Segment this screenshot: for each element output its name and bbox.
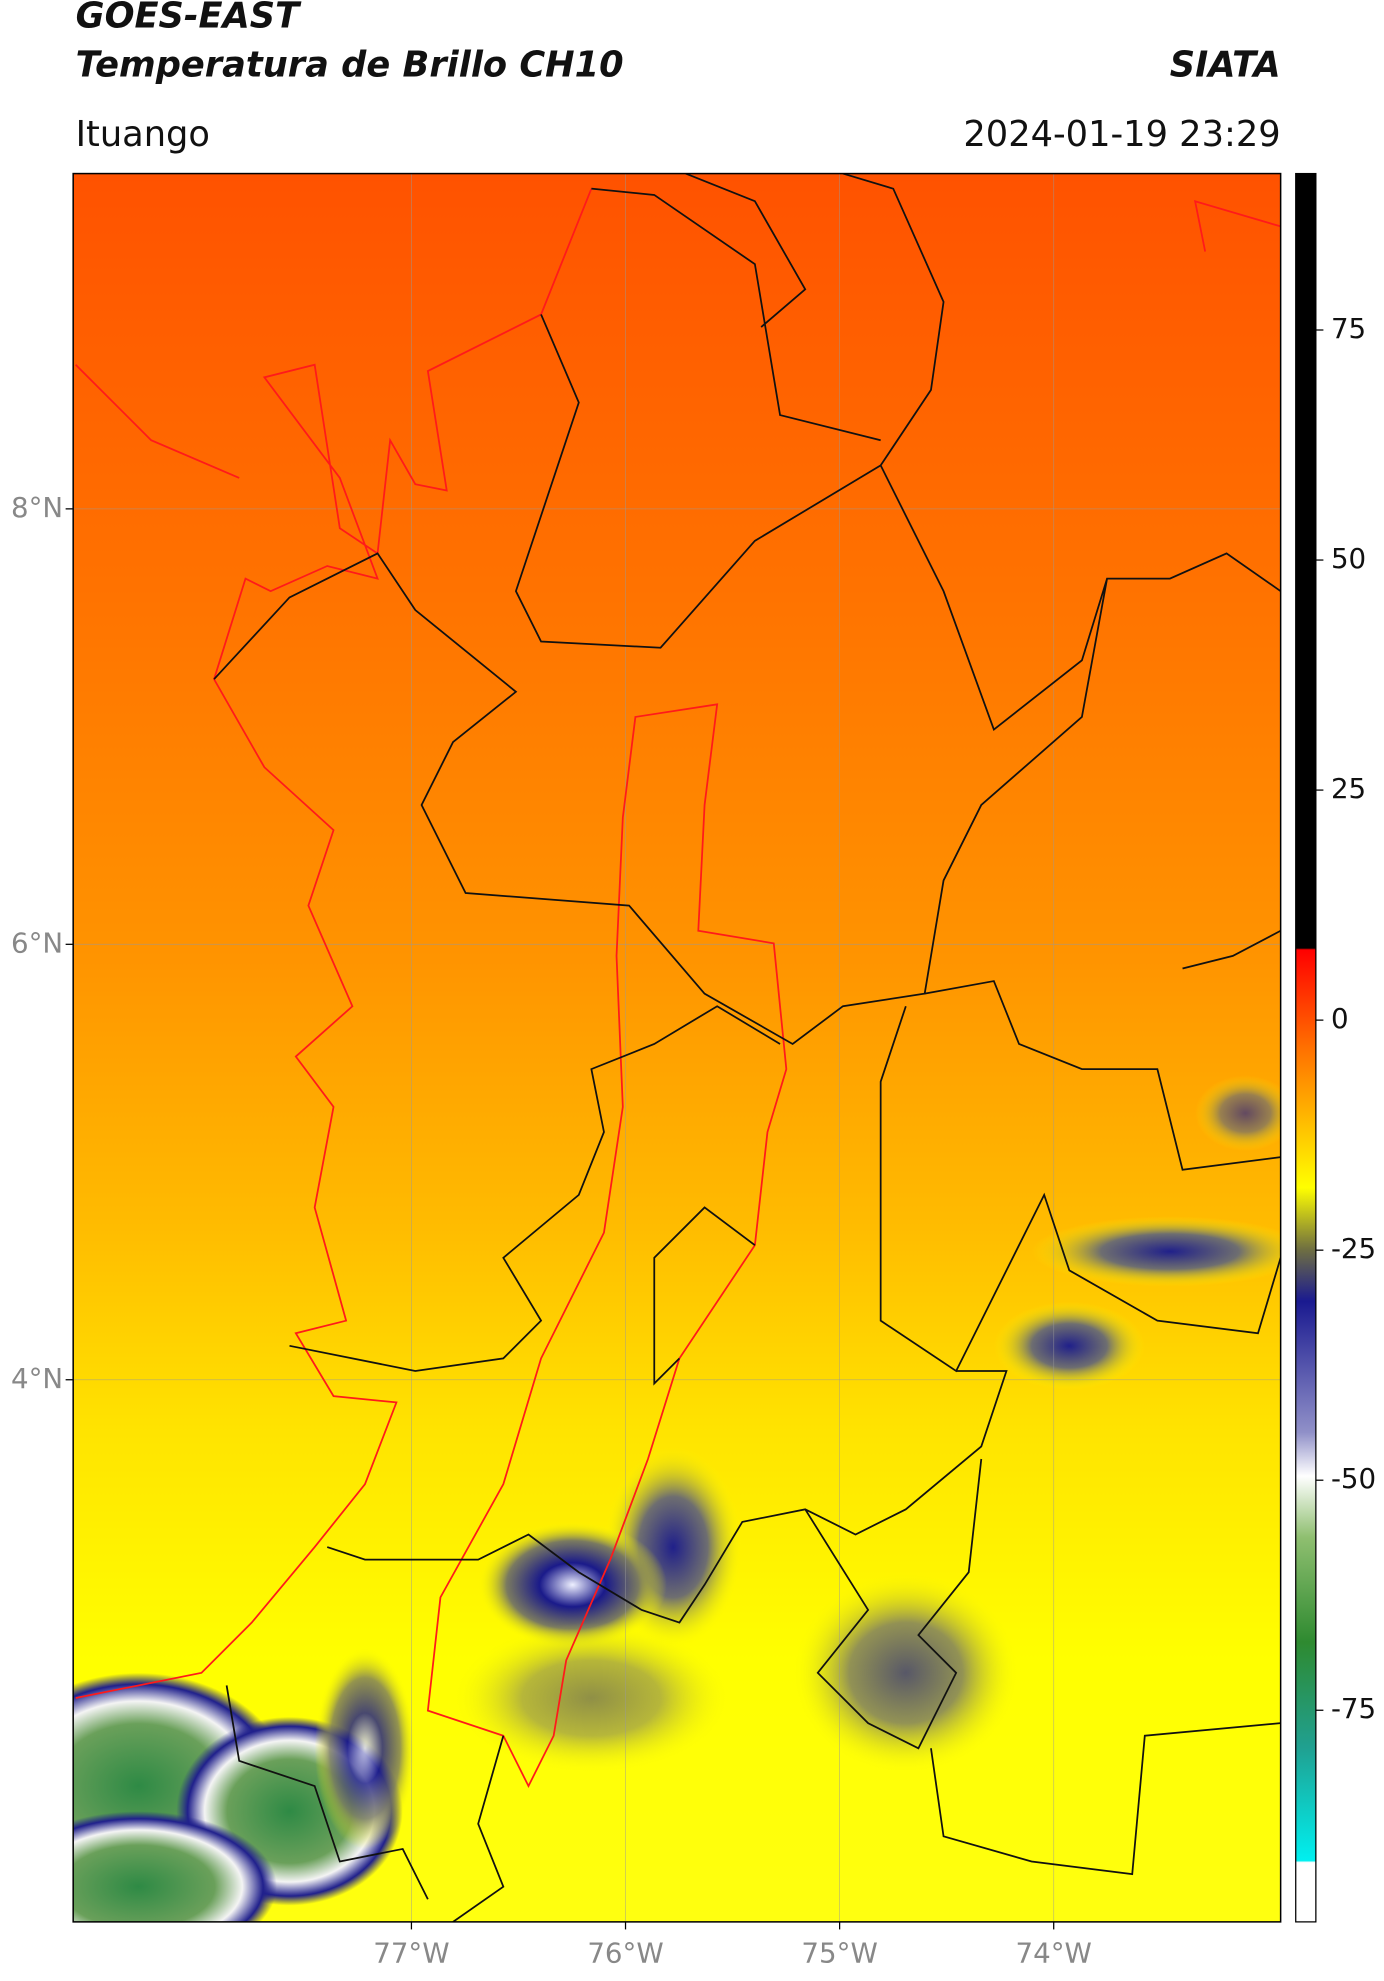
cloud: [1195, 1075, 1281, 1151]
cloud: [73, 1811, 277, 1922]
colorbar-tick-label: 0: [1331, 1002, 1349, 1035]
title: GOES-EAST: [76, 0, 302, 37]
grid: [73, 173, 1281, 1922]
source: SIATA: [1170, 45, 1281, 86]
boundaries: [213, 173, 1281, 1922]
lat-tick-label: 8°N: [11, 491, 63, 524]
basin-outline: [426, 703, 788, 1789]
cloud: [1031, 1216, 1281, 1287]
colorbar-tick-label: -50: [1331, 1462, 1376, 1495]
ticks: 77°W 76°W 75°W 74°W 8°N 6°N 4°N 75 50 25 0 -25 -50 -7…: [11, 312, 1376, 1970]
lon-tick-label: 76°W: [587, 1937, 663, 1970]
map-area: [73, 173, 1281, 1922]
cloud: [314, 1647, 416, 1849]
colorbar: [1295, 172, 1317, 1923]
lon-tick-label: 77°W: [373, 1937, 449, 1970]
colorbar-tick-label: 50: [1331, 542, 1366, 575]
cloud: [478, 1521, 667, 1648]
cloud: [792, 1572, 1020, 1774]
colorbar-tick-label: -75: [1331, 1692, 1376, 1725]
colorbar-tick-label: -25: [1331, 1232, 1376, 1265]
map-frame: [72, 172, 1282, 1923]
cloud: [993, 1301, 1145, 1390]
lat-tick-label: 4°N: [11, 1362, 63, 1395]
coastline: [75, 188, 1281, 1699]
lat-tick-label: 6°N: [11, 926, 63, 959]
place: Ituango: [76, 114, 210, 155]
cloud: [453, 1622, 730, 1774]
colorbar-tick-label: 75: [1331, 312, 1366, 345]
datetime: 2024-01-19 23:29: [963, 114, 1280, 155]
lon-tick-label: 75°W: [801, 1937, 877, 1970]
subtitle: Temperatura de Brillo CH10: [76, 45, 624, 86]
colorbar-tick-label: 25: [1331, 772, 1366, 805]
lon-tick-label: 74°W: [1016, 1937, 1092, 1970]
